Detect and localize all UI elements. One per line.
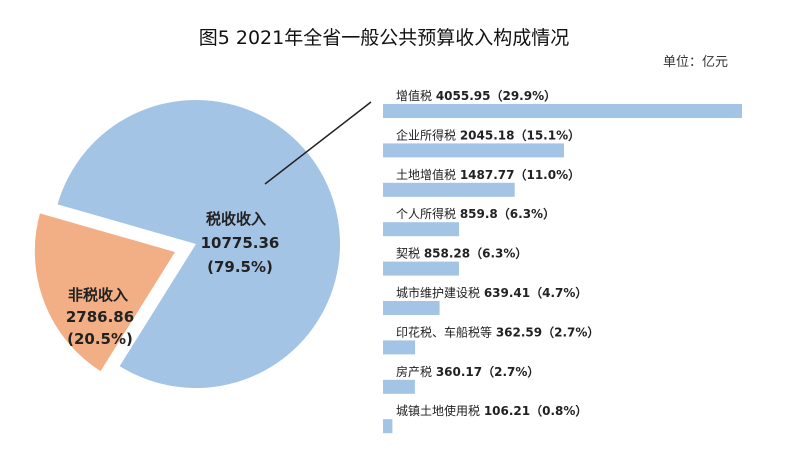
pie-label-tax-value: 10775.36 (201, 234, 280, 252)
bar-label: 城市维护建设税 639.41（4.7%） (396, 285, 587, 300)
bar-label-value: 639.41（4.7%） (484, 285, 588, 300)
bar (383, 222, 460, 237)
unit-label: 单位：亿元 (663, 55, 728, 70)
bar-chart: 增值税 4055.95（29.9%） 企业所得税 2045.18（15.1%） 土地… (383, 88, 742, 434)
bar-label-name: 土地增值税 (396, 167, 460, 182)
pie-chart: 税收收入 10775.36 (79.5%) 非税收入 2786.86 (20.5… (31, 100, 341, 388)
bar-label: 契税 858.28（6.3%） (396, 246, 527, 261)
pie-label-tax-percent: (79.5%) (207, 258, 273, 276)
pie-slice-tax-revenue (57, 100, 341, 388)
bar-label-value: 362.59（2.7%） (496, 324, 600, 339)
bar-label-value: 2045.18（15.1%） (460, 127, 580, 142)
bar-label: 印花税、车船税等 362.59（2.7%） (396, 324, 599, 339)
bar-label: 房产税 360.17（2.7%） (396, 364, 539, 379)
bar-label-value: 106.21（0.8%） (484, 403, 588, 418)
bar-label: 土地增值税 1487.77（11.0%） (396, 167, 580, 182)
bar-label: 城镇土地使用税 106.21（0.8%） (396, 403, 587, 418)
bar-label-name: 城镇土地使用税 (396, 403, 484, 418)
bar (383, 261, 459, 276)
bar-label-name: 个人所得税 (396, 206, 460, 221)
pie-label-tax-name: 税收收入 (206, 210, 266, 228)
bar-label-value: 858.28（6.3%） (424, 246, 528, 261)
bar (383, 182, 515, 197)
bar (383, 143, 565, 158)
pie-label-nontax-name: 非税收入 (68, 286, 128, 304)
bar-label-value: 1487.77（11.0%） (460, 167, 580, 182)
bar-label-value: 859.8（6.3%） (460, 206, 555, 221)
bar-label-name: 城市维护建设税 (396, 285, 484, 300)
bar-label-value: 360.17（2.7%） (436, 364, 540, 379)
bar (383, 419, 393, 434)
connector-line (264, 101, 372, 185)
bar-label-name: 印花税、车船税等 (396, 324, 496, 339)
bar-label: 增值税 4055.95（29.9%） (396, 88, 556, 103)
bar-label-name: 企业所得税 (396, 127, 460, 142)
bar (383, 379, 415, 394)
bar (383, 104, 742, 118)
bar-label: 企业所得税 2045.18（15.1%） (396, 127, 580, 142)
bar-label: 个人所得税 859.8（6.3%） (396, 206, 555, 221)
bar-label-value: 4055.95（29.9%） (436, 88, 556, 103)
bar (383, 340, 416, 355)
pie-label-nontax-value: 2786.86 (66, 308, 134, 326)
bar-label-name: 房产税 (396, 364, 436, 379)
chart-title: 图5 2021年全省一般公共预算收入构成情况 (199, 27, 569, 49)
pie-label-nontax-percent: (20.5%) (67, 330, 133, 348)
bar-label-name: 契税 (396, 247, 424, 261)
pie-slice-non-tax-revenue (31, 209, 180, 376)
bar-label-name: 增值税 (396, 88, 436, 103)
bar (383, 301, 440, 315)
